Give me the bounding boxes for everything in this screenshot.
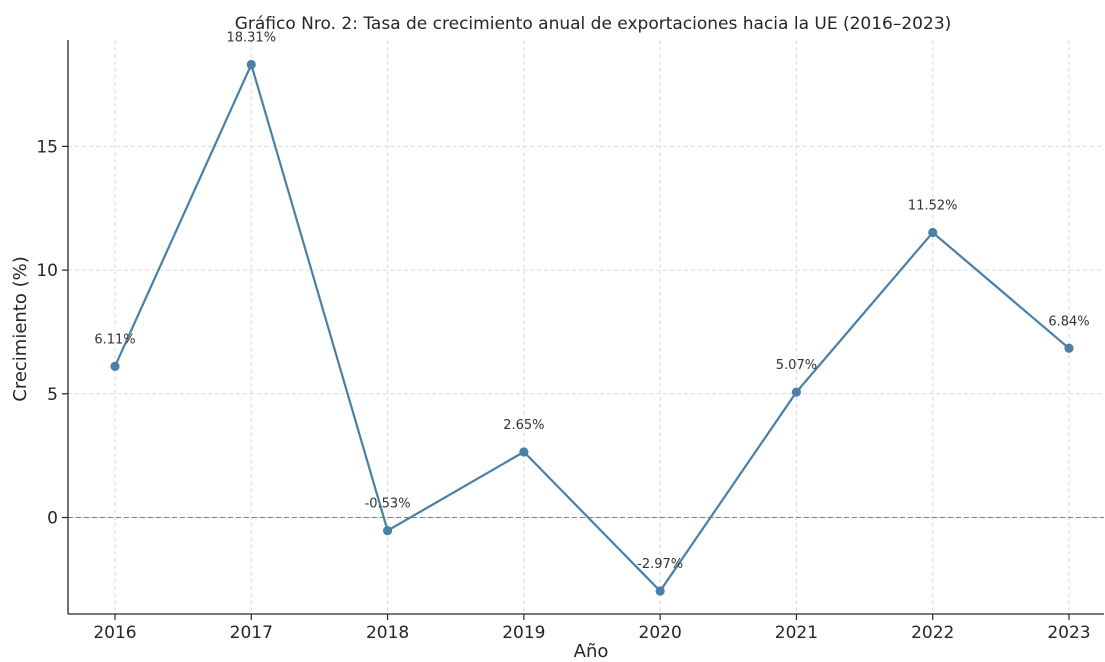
data-point-2019 (519, 447, 529, 457)
x-ticks: 2016 2017 2018 2019 2020 2021 2022 2023 (93, 614, 1091, 643)
data-label-2016: 6.11% (94, 332, 135, 347)
data-point-2016 (110, 361, 120, 371)
data-point-2017 (246, 59, 256, 70)
x-tick-label-2018: 2018 (366, 623, 409, 643)
grid-lines (68, 40, 1104, 614)
data-point-2022 (928, 227, 938, 238)
data-point-2018 (382, 526, 393, 536)
data-point-2023 (1064, 343, 1074, 353)
y-ticks: 0 5 10 15 (36, 137, 68, 529)
x-tick-label-2022: 2022 (911, 623, 954, 643)
y-tick-label-15: 15 (36, 137, 58, 157)
x-tick-label-2021: 2021 (775, 623, 818, 643)
axes (67, 40, 1104, 615)
data-label-2020: -2.97% (637, 557, 683, 572)
data-point-2021 (791, 387, 802, 397)
data-label-2018: -0.53% (365, 497, 411, 512)
series-line (113, 61, 1070, 593)
data-label-2022: 11.52% (908, 198, 958, 213)
x-tick-label-2017: 2017 (230, 623, 273, 643)
data-label-2023: 6.84% (1048, 314, 1089, 329)
chart-title: Gráfico Nro. 2: Tasa de crecimiento anua… (235, 14, 952, 34)
y-tick-label-0: 0 (47, 509, 58, 529)
x-tick-label-2019: 2019 (502, 623, 545, 643)
data-label-2019: 2.65% (503, 418, 544, 433)
data-points (110, 59, 1074, 596)
data-labels: 6.11% 18.31% -0.53% 2.65% -2.97% 5.07% 11.52% 6… (94, 30, 1089, 571)
data-label-2021: 5.07% (776, 358, 817, 373)
data-point-2020 (655, 586, 665, 596)
x-axis-label: Año (574, 641, 609, 662)
x-tick-label-2020: 2020 (639, 623, 682, 643)
x-tick-label-2016: 2016 (93, 623, 136, 643)
data-label-2017: 18.31% (226, 30, 276, 45)
x-tick-label-2023: 2023 (1047, 623, 1090, 643)
y-axis-label: Crecimiento (%) (10, 256, 31, 402)
y-tick-label-10: 10 (36, 261, 58, 281)
y-tick-label-5: 5 (47, 385, 58, 405)
